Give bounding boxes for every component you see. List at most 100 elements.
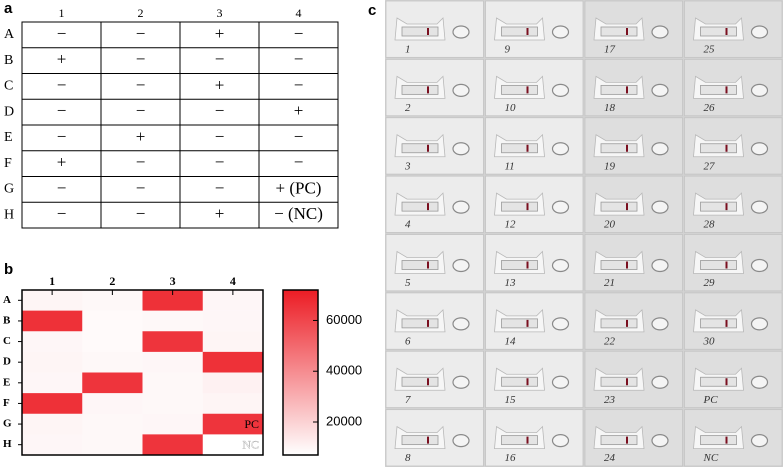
- sample-well: [750, 258, 769, 273]
- row-header: D: [4, 104, 14, 119]
- control-line: [626, 261, 628, 269]
- table-cell: +: [136, 127, 146, 146]
- heatmap-cell: [202, 310, 264, 332]
- table-cell: −: [136, 204, 146, 223]
- heatmap-cell: [202, 351, 264, 373]
- sample-well: [651, 317, 669, 331]
- strip-label: 10: [505, 102, 517, 114]
- strip-window: [401, 201, 439, 212]
- y-tick-label: G: [3, 418, 12, 430]
- panel-label: c: [368, 2, 376, 19]
- control-line: [626, 86, 628, 94]
- strip-label: 26: [704, 102, 716, 114]
- y-tick-label: F: [3, 397, 10, 409]
- strip-window: [401, 143, 439, 154]
- strip-label: 30: [703, 335, 716, 347]
- y-tick-label: A: [3, 294, 11, 306]
- table-cell: − (NC): [274, 204, 323, 223]
- strip-window: [600, 84, 638, 95]
- heatmap-cell: [202, 290, 264, 311]
- sample-well: [750, 25, 769, 39]
- sample-well: [651, 25, 669, 39]
- strip-label: 3: [404, 160, 411, 172]
- strip-window: [600, 143, 638, 154]
- strip-label: 13: [505, 277, 517, 289]
- heatmap-cell: [22, 393, 83, 415]
- heatmap-cell: [82, 434, 143, 456]
- control-line: [725, 203, 728, 211]
- row-header: B: [4, 53, 13, 68]
- strip-window: [501, 26, 538, 37]
- control-line: [427, 378, 429, 386]
- strip-window: [700, 376, 737, 387]
- table-cell: −: [294, 50, 304, 69]
- heatmap-cell: [82, 351, 143, 373]
- sample-well: [452, 83, 470, 97]
- heatmap-cell: [22, 290, 83, 311]
- table-cell: −: [57, 101, 67, 120]
- colorbar-tick-label: 40000: [326, 363, 362, 378]
- colorbar-tick-label: 60000: [326, 312, 362, 327]
- strip-window: [401, 435, 439, 446]
- strip-window: [700, 260, 737, 270]
- table-cell: −: [57, 204, 67, 223]
- strip-label: 20: [604, 219, 616, 231]
- strip-label: 19: [604, 160, 616, 172]
- sample-well: [750, 83, 769, 97]
- heatmap-cell: [202, 393, 264, 415]
- strip-window: [501, 201, 538, 212]
- sample-well: [452, 200, 470, 214]
- strip-label: 5: [405, 277, 411, 289]
- x-tick-label: 1: [49, 274, 55, 288]
- table-cell: −: [215, 50, 225, 69]
- strip-window: [501, 260, 538, 270]
- control-line: [626, 144, 628, 152]
- strip-window: [501, 143, 538, 154]
- table-cell: −: [136, 75, 146, 94]
- column-header: 1: [59, 6, 65, 20]
- strip-window: [401, 376, 439, 387]
- y-tick-label: E: [3, 376, 10, 388]
- strip-label: 6: [405, 335, 411, 347]
- strip-label: 14: [505, 335, 517, 347]
- strip-label: 4: [405, 219, 411, 231]
- sample-well: [551, 375, 570, 389]
- strip-window: [700, 318, 737, 329]
- table-cell: −: [136, 50, 146, 69]
- control-line: [427, 436, 429, 444]
- column-header: 4: [296, 6, 302, 20]
- sample-well: [651, 434, 669, 448]
- strip-label: 24: [604, 452, 616, 464]
- heatmap-cell: [142, 434, 204, 456]
- table-cell: +: [215, 204, 225, 223]
- heatmap-cell: [82, 372, 143, 394]
- strip-label: 16: [505, 452, 517, 464]
- control-line: [427, 86, 429, 94]
- control-line: [526, 28, 529, 35]
- table-cell: −: [215, 101, 225, 120]
- strip-label: 9: [505, 44, 511, 56]
- strip-window: [501, 84, 538, 95]
- strip-label: 1: [405, 44, 411, 56]
- sample-well: [452, 142, 470, 156]
- x-tick-label: 3: [170, 274, 176, 288]
- strip-window: [600, 435, 638, 446]
- strip-window: [401, 260, 439, 270]
- strip-label: 2: [405, 102, 411, 114]
- sample-well: [750, 317, 769, 331]
- control-line: [427, 261, 429, 269]
- control-line: [526, 378, 529, 386]
- sample-well: [651, 142, 669, 156]
- sample-well: [551, 434, 570, 448]
- heatmap-cell: [82, 393, 143, 415]
- heatmap-cell: [82, 331, 143, 353]
- table-cell: +: [294, 101, 304, 120]
- heatmap-cell: [82, 310, 143, 332]
- strip-label: 21: [604, 277, 615, 289]
- heatmap-cell: [82, 413, 143, 435]
- table-cell: −: [57, 75, 67, 94]
- control-line: [427, 28, 429, 35]
- strip-window: [600, 260, 638, 270]
- table-cell: −: [294, 24, 304, 43]
